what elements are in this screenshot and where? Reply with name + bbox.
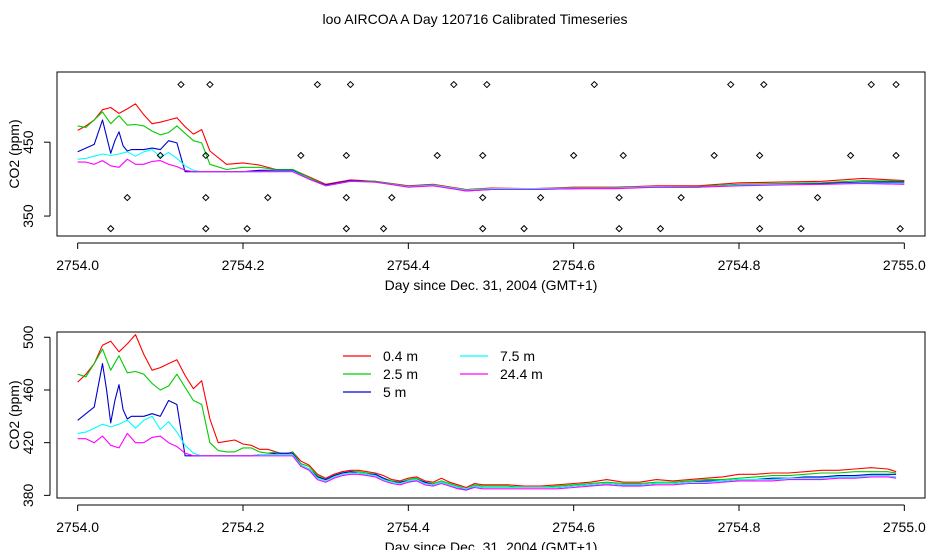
- diamond-marker: [342, 151, 351, 160]
- x-tick-label: 2754.4: [387, 257, 430, 273]
- panel-top: 2754.0 2754.2 2754.4 2754.6 2754.8 2755.0 Day …: [6, 71, 926, 293]
- chart-title: loo AIRCOA A Day 120716 Calibrated Times…: [322, 11, 628, 27]
- series-line-1: [77, 348, 897, 490]
- diamond-marker: [536, 193, 545, 202]
- diamond-marker: [433, 151, 441, 160]
- y-tick-label: 380: [20, 483, 36, 507]
- diamond-marker: [656, 224, 665, 233]
- diamond-marker: [156, 151, 165, 160]
- x-tick-label: 2754.8: [718, 257, 761, 273]
- diamond-marker: [243, 224, 251, 233]
- diamond-marker: [892, 80, 900, 89]
- diamond-marker: [760, 80, 768, 89]
- diamond-marker: [896, 224, 904, 233]
- y-tick-label: 350: [20, 204, 36, 228]
- diamond-marker: [379, 224, 388, 233]
- diamond-marker: [619, 151, 627, 160]
- diamond-marker: [755, 224, 764, 233]
- x-tick-label: 2754.6: [552, 519, 595, 535]
- diamond-marker: [450, 80, 458, 89]
- x-axis-label: Day since Dec. 31, 2004 (GMT+1): [385, 277, 598, 293]
- diamond-marker: [569, 151, 578, 160]
- diamond-marker: [202, 224, 210, 233]
- x-tick-label: 2754.6: [552, 257, 595, 273]
- diamond-marker: [710, 151, 718, 160]
- diamond-marker: [206, 80, 214, 89]
- legend-label: 5 m: [383, 384, 406, 400]
- y-tick-label: 420: [20, 431, 36, 455]
- diamond-marker: [202, 193, 210, 202]
- diamond-marker: [615, 224, 623, 233]
- legend: 0.4 m 2.5 m 5 m 7.5 m 24.4 m: [343, 348, 543, 400]
- y-axis-label: CO2 (ppm): [6, 119, 22, 188]
- diamond-marker: [264, 193, 272, 202]
- diamond-marker: [755, 193, 764, 202]
- series-line-0: [77, 334, 897, 489]
- panel-bottom: 2754.0 2754.2 2754.4 2754.6 2754.8 2755.0 Day …: [6, 325, 926, 550]
- diamond-marker: [483, 80, 491, 89]
- diamond-marker: [813, 193, 822, 202]
- diamond-marker: [313, 80, 322, 89]
- series-line-3: [77, 415, 897, 490]
- legend-label: 24.4 m: [500, 366, 543, 382]
- series-line-4: [77, 432, 897, 491]
- diamond-marker: [867, 80, 875, 89]
- x-tick-label: 2754.4: [387, 519, 430, 535]
- legend-label: 7.5 m: [500, 348, 535, 364]
- legend-label: 2.5 m: [383, 366, 418, 382]
- diamond-marker: [479, 151, 487, 160]
- diamond-marker: [123, 193, 131, 202]
- x-tick-label: 2754.0: [56, 519, 99, 535]
- plot-frame: [56, 331, 926, 499]
- diamond-marker: [388, 193, 396, 202]
- diamond-marker: [479, 193, 487, 202]
- diamond-marker: [615, 193, 623, 202]
- diamond-marker: [297, 151, 305, 160]
- x-tick-label: 2754.2: [222, 519, 265, 535]
- x-tick-label: 2755.0: [883, 257, 926, 273]
- series-line-3: [77, 149, 905, 191]
- diamond-marker: [107, 224, 115, 233]
- y-tick-label: 450: [20, 130, 36, 154]
- legend-label: 0.4 m: [383, 348, 418, 364]
- plot-frame: [56, 71, 926, 237]
- diamond-marker: [727, 80, 735, 89]
- diamond-marker: [346, 80, 355, 89]
- diamond-marker: [520, 224, 528, 233]
- x-tick-label: 2754.8: [718, 519, 761, 535]
- x-tick-label: 2754.0: [56, 257, 99, 273]
- diamond-marker: [342, 193, 351, 202]
- diamond-marker: [677, 193, 685, 202]
- series-line-0: [77, 103, 905, 191]
- diamond-marker: [892, 151, 900, 160]
- diamond-marker: [342, 224, 351, 233]
- diamond-marker: [590, 80, 599, 89]
- series-line-1: [77, 111, 905, 191]
- diamond-marker: [202, 151, 210, 160]
- diamond-marker: [846, 151, 855, 160]
- y-axis-label: CO2 (ppm): [6, 380, 22, 449]
- diamond-marker: [755, 151, 764, 160]
- diamond-marker: [177, 80, 185, 89]
- diamond-marker: [479, 224, 487, 233]
- diamond-marker: [797, 224, 805, 233]
- x-tick-label: 2754.2: [222, 257, 265, 273]
- y-tick-label: 460: [20, 378, 36, 402]
- y-tick-label: 500: [20, 325, 36, 349]
- x-tick-label: 2755.0: [883, 519, 926, 535]
- x-axis-label: Day since Dec. 31, 2004 (GMT+1): [385, 539, 598, 550]
- series-line-4: [77, 158, 905, 192]
